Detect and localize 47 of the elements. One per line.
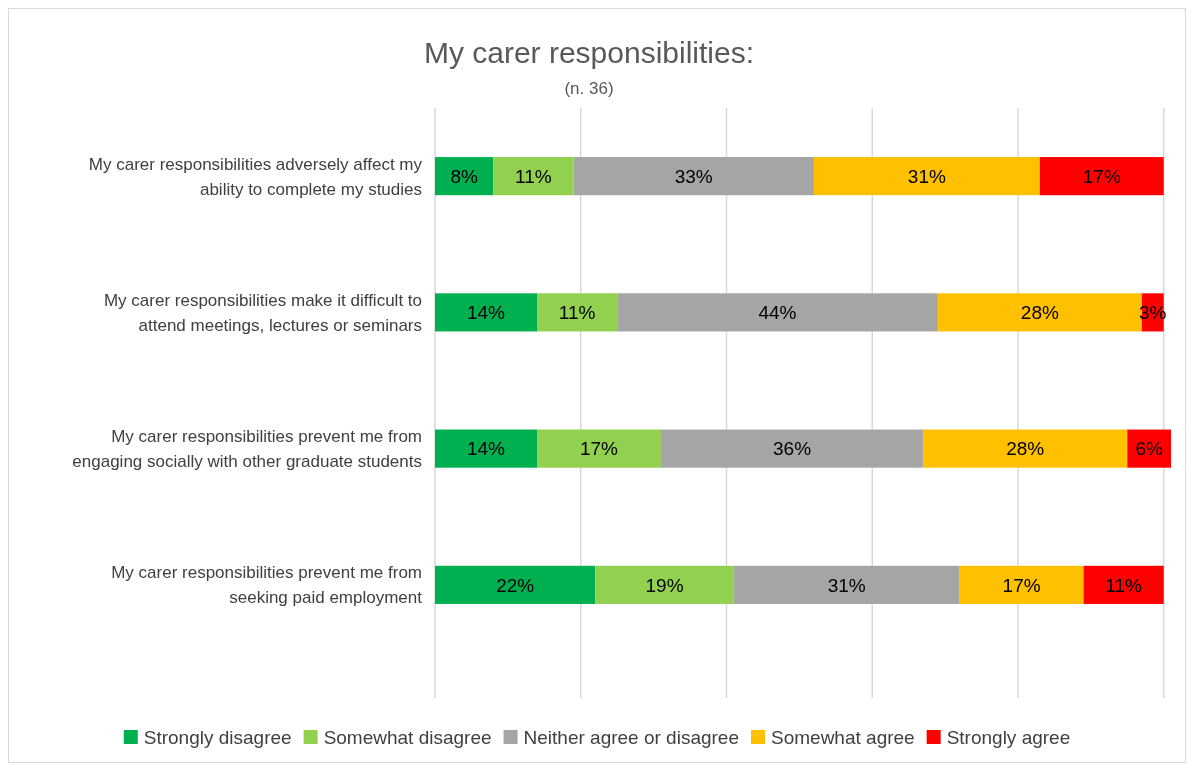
data-label: 31% (907, 165, 946, 187)
bar (435, 565, 596, 604)
data-label: 36% (773, 438, 812, 460)
data-label: 6% (1135, 438, 1163, 460)
data-label: 28% (1006, 438, 1045, 460)
bar (435, 293, 538, 332)
bar (537, 293, 618, 332)
data-label: 11% (515, 165, 552, 187)
data-label: 31% (827, 574, 866, 596)
data-label: 11% (558, 302, 596, 324)
y-tick-label: My carer responsibilities make it difficult to attend meetings, lectures or seminars (103, 290, 422, 335)
bar (733, 565, 960, 604)
bar (595, 565, 734, 604)
data-label: 33% (674, 165, 713, 187)
chart-title: My carer responsibilities: (423, 36, 755, 69)
legend-label: Somewhat agree (771, 726, 915, 748)
data-label: 14% (466, 302, 506, 324)
legend-label: Neither agree or disagree (523, 726, 740, 748)
bar (660, 429, 924, 468)
legend-label: Strongly disagree (143, 726, 292, 748)
bar (813, 157, 1040, 196)
data-label: 17% (579, 438, 619, 460)
bar (435, 429, 538, 468)
y-tick-label: My carer responsibilities adversely affect my ability to complete my studies (88, 154, 423, 199)
legend-label: Somewhat disagree (323, 726, 492, 748)
bar (1083, 565, 1164, 604)
bar (923, 429, 1128, 468)
bar (1039, 157, 1164, 196)
y-tick-label: My carer responsibilities prevent me from seeking paid employment (111, 563, 423, 608)
data-label: 11% (1105, 574, 1143, 596)
bar (493, 157, 574, 196)
data-label: 8% (450, 165, 478, 187)
legend-label: Strongly agree (946, 726, 1071, 748)
chart-subtitle: (n. 36) (564, 79, 614, 98)
data-label: 22% (496, 574, 535, 596)
data-label: 17% (1082, 165, 1121, 187)
data-label: 28% (1020, 302, 1059, 324)
bar (573, 157, 814, 196)
bar (959, 565, 1084, 604)
y-tick-label: My carer responsibilities prevent me from engaging socially with other graduate students (72, 427, 422, 472)
bar (537, 429, 661, 468)
data-label: 19% (645, 574, 684, 596)
bar (937, 293, 1142, 332)
data-label: 44% (758, 302, 797, 324)
bar (617, 293, 938, 332)
data-label: 17% (1002, 574, 1041, 596)
data-label: 14% (466, 438, 506, 460)
